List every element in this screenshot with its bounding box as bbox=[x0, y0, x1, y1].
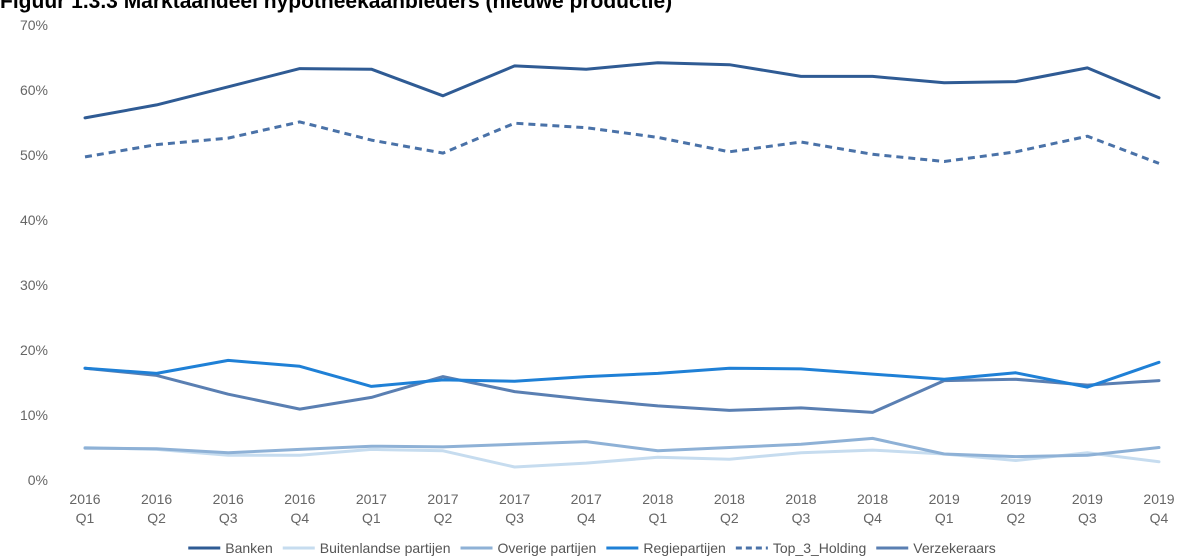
legend-item: Overige partijen bbox=[460, 540, 597, 556]
x-tick-quarter: Q3 bbox=[1078, 510, 1097, 526]
x-tick-label: 2018 Q4 bbox=[857, 491, 888, 526]
x-tick-label: 2018 Q2 bbox=[714, 491, 745, 526]
legend-item: Verzekeraars bbox=[876, 540, 996, 556]
x-tick-label: 2018 Q1 bbox=[642, 491, 673, 526]
x-tick-label: 2019 Q2 bbox=[1000, 491, 1031, 526]
x-tick-quarter: Q2 bbox=[720, 510, 739, 526]
x-tick-year: 2017 bbox=[499, 491, 530, 507]
x-tick-year: 2019 bbox=[1072, 491, 1103, 507]
series-line-overige-partijen bbox=[83, 436, 1161, 459]
series-line-verzekeraars bbox=[83, 366, 1161, 414]
series-line-top-3-holding bbox=[84, 120, 1160, 165]
x-tick-label: 2016 Q1 bbox=[69, 491, 100, 526]
x-tick-year: 2017 bbox=[356, 491, 387, 507]
x-tick-label: 2016 Q4 bbox=[284, 491, 315, 526]
legend-item: Top_3_Holding bbox=[735, 540, 866, 556]
y-tick-label: 50% bbox=[20, 147, 48, 163]
x-tick-year: 2017 bbox=[571, 491, 602, 507]
x-tick-year: 2016 bbox=[69, 491, 100, 507]
x-tick-quarter: Q1 bbox=[362, 510, 381, 526]
x-tick-year: 2019 bbox=[1000, 491, 1031, 507]
y-tick-label: 40% bbox=[20, 212, 48, 228]
legend-item: Buitenlandse partijen bbox=[282, 540, 451, 556]
x-tick-quarter: Q2 bbox=[1006, 510, 1025, 526]
x-tick-quarter: Q4 bbox=[577, 510, 596, 526]
series-line-banken bbox=[83, 61, 1161, 120]
series-line-regiepartijen bbox=[83, 358, 1161, 389]
x-tick-quarter: Q3 bbox=[219, 510, 238, 526]
y-axis: 0% 10% 20% 30% 40% 50% 60% 70% bbox=[20, 17, 48, 488]
legend-item: Regiepartijen bbox=[606, 540, 726, 556]
x-tick-label: 2016 Q2 bbox=[141, 491, 172, 526]
legend-label: Banken bbox=[225, 540, 272, 556]
x-tick-year: 2016 bbox=[284, 491, 315, 507]
x-tick-label: 2017 Q4 bbox=[571, 491, 602, 526]
x-tick-year: 2019 bbox=[1143, 491, 1174, 507]
x-tick-quarter: Q1 bbox=[935, 510, 954, 526]
chart-title: Figuur 1.3.3 Marktaandeel hypotheekaanbi… bbox=[0, 0, 673, 13]
legend-label: Overige partijen bbox=[498, 540, 597, 556]
plot-area bbox=[83, 61, 1161, 469]
x-tick-year: 2018 bbox=[857, 491, 888, 507]
x-tick-label: 2017 Q1 bbox=[356, 491, 387, 526]
legend: Banken Buitenlandse partijen Overige parti… bbox=[188, 540, 996, 556]
x-tick-year: 2016 bbox=[141, 491, 172, 507]
x-axis: 2016Q12016Q22016Q32016Q42017Q12017Q22017… bbox=[69, 491, 1174, 526]
x-tick-quarter: Q1 bbox=[648, 510, 667, 526]
x-tick-year: 2019 bbox=[929, 491, 960, 507]
x-tick-label: 2018 Q3 bbox=[785, 491, 816, 526]
x-tick-year: 2018 bbox=[785, 491, 816, 507]
x-tick-label: 2017 Q3 bbox=[499, 491, 530, 526]
x-tick-quarter: Q3 bbox=[505, 510, 524, 526]
x-tick-label: 2019 Q1 bbox=[929, 491, 960, 526]
x-tick-quarter: Q4 bbox=[290, 510, 309, 526]
legend-label: Verzekeraars bbox=[913, 540, 995, 556]
x-tick-year: 2018 bbox=[714, 491, 745, 507]
x-tick-quarter: Q2 bbox=[434, 510, 453, 526]
legend-label: Regiepartijen bbox=[643, 540, 726, 556]
x-tick-label: 2019 Q4 bbox=[1143, 491, 1174, 526]
x-tick-quarter: Q4 bbox=[1150, 510, 1169, 526]
x-tick-year: 2016 bbox=[213, 491, 244, 507]
y-tick-label: 30% bbox=[20, 277, 48, 293]
x-tick-quarter: Q1 bbox=[76, 510, 95, 526]
y-tick-label: 70% bbox=[20, 17, 48, 33]
y-tick-label: 0% bbox=[28, 472, 48, 488]
x-tick-quarter: Q3 bbox=[792, 510, 811, 526]
x-tick-label: 2019 Q3 bbox=[1072, 491, 1103, 526]
x-tick-label: 2016 Q3 bbox=[213, 491, 244, 526]
y-tick-label: 60% bbox=[20, 82, 48, 98]
series-line-buitenlandse-partijen bbox=[83, 446, 1161, 469]
x-tick-quarter: Q2 bbox=[147, 510, 166, 526]
legend-label: Buitenlandse partijen bbox=[320, 540, 451, 556]
x-tick-year: 2018 bbox=[642, 491, 673, 507]
legend-item: Banken bbox=[188, 540, 273, 556]
x-tick-label: 2017 Q2 bbox=[427, 491, 458, 526]
x-tick-year: 2017 bbox=[427, 491, 458, 507]
y-tick-label: 20% bbox=[20, 342, 48, 358]
x-tick-quarter: Q4 bbox=[863, 510, 882, 526]
legend-label: Top_3_Holding bbox=[773, 540, 866, 556]
y-tick-label: 10% bbox=[20, 407, 48, 423]
